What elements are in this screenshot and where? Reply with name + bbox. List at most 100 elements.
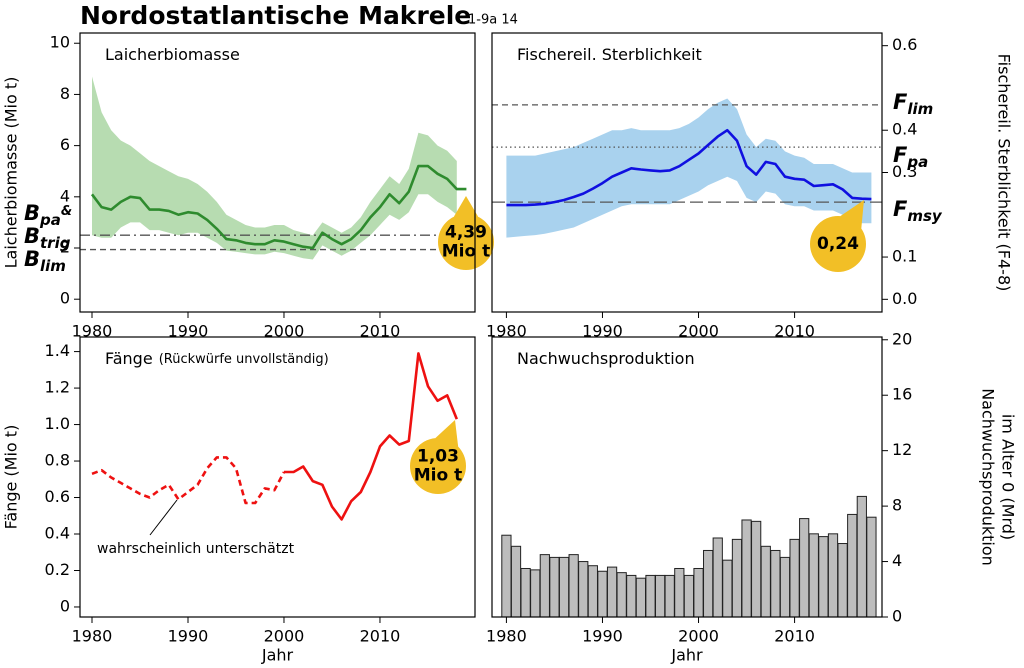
bar: [741, 519, 752, 618]
bar: [501, 534, 512, 618]
bar: [789, 538, 800, 618]
y-tick-label: 1.0: [45, 414, 70, 433]
y-tick-label: 6: [60, 135, 70, 154]
bar: [578, 561, 589, 618]
x-tick-label: 2000: [678, 322, 719, 341]
reference-label: Bpa&: [24, 201, 72, 229]
x-axis-label: Jahr: [261, 646, 294, 665]
line-dashed: [91, 456, 286, 505]
panel-title-text: Fänge: [105, 349, 153, 368]
y-axis-label: im Alter 0 (Mrd): [999, 414, 1018, 540]
bar: [664, 574, 675, 618]
y-axis-label: Nachwuchsproduktion: [979, 388, 998, 566]
bar: [520, 567, 531, 618]
panel-title: Nachwuchsproduktion: [517, 349, 695, 368]
x-tick-label: 1990: [582, 627, 623, 646]
confidence-band: [506, 98, 872, 238]
bar: [837, 543, 848, 618]
bar: [808, 533, 819, 618]
callout-text: Mio t: [414, 466, 462, 486]
bar: [827, 533, 839, 618]
y-tick-label: 0.3: [892, 162, 917, 181]
y-tick-label: 4: [892, 551, 902, 570]
panel-title-text: Fischereil. Sterblichkeit: [517, 45, 702, 64]
bar: [856, 495, 867, 618]
reference-label: Blim: [24, 247, 66, 275]
y-tick-label: 0: [60, 289, 70, 308]
y-tick-label: 0.4: [45, 524, 70, 543]
bar: [587, 565, 598, 618]
panel-frame: [79, 32, 476, 313]
bar: [703, 549, 714, 618]
panel-title-text: Nachwuchsproduktion: [517, 349, 695, 368]
y-tick-label: 1.4: [45, 341, 70, 360]
bar: [530, 569, 541, 618]
x-tick-label: 1990: [168, 322, 209, 341]
bar: [770, 549, 781, 618]
reference-label-sub: msy: [907, 207, 943, 225]
line: [284, 352, 459, 521]
bar: [731, 538, 743, 618]
panel-title: Fischereil. Sterblichkeit: [517, 45, 702, 64]
x-tick-label: 2010: [774, 627, 815, 646]
y-axis-label: Fänge (Mio t): [2, 425, 21, 530]
callout-text: 0,24: [817, 234, 859, 254]
panel-title-note: (Rückwürfe unvollständig): [159, 352, 329, 367]
x-tick-label: 2010: [360, 322, 401, 341]
x-tick-label: 2000: [678, 627, 719, 646]
bar: [674, 567, 685, 618]
y-tick-label: 20: [892, 329, 912, 348]
bar: [751, 520, 762, 618]
callout-text: 1,03: [417, 447, 459, 467]
x-tick-label: 2000: [264, 322, 305, 341]
line: [90, 164, 467, 250]
y-tick-label: 2: [60, 238, 70, 257]
bar: [799, 518, 810, 618]
reference-label-sub: pa: [906, 153, 928, 171]
bar: [616, 572, 627, 618]
x-tick-label: 1980: [486, 322, 527, 341]
reference-label: Btrig: [24, 224, 71, 252]
annotation: wahrscheinlich unterschätzt: [97, 541, 295, 557]
callout-tail: [840, 200, 864, 229]
bar: [866, 516, 877, 618]
line: [506, 128, 872, 207]
x-tick-label: 1980: [486, 627, 527, 646]
figure-subtitle: 1-9a 14: [468, 13, 518, 28]
y-tick-label: 0.6: [892, 35, 917, 54]
reference-label-suffix: &: [61, 204, 72, 219]
y-axis-label: Laicherbiomasse (Mio t): [2, 77, 21, 269]
bar: [818, 536, 829, 618]
x-tick-label: 1990: [582, 322, 623, 341]
reference-label-sub: lim: [907, 100, 933, 118]
bar: [847, 513, 858, 618]
reference-label-main: F: [893, 143, 908, 167]
reference-label-sub: pa: [39, 211, 61, 229]
bar: [654, 574, 666, 618]
reference-label-main: B: [24, 201, 40, 225]
x-axis-label: Jahr: [670, 646, 703, 665]
y-tick-label: 0.1: [892, 247, 917, 266]
bar: [549, 556, 560, 618]
panel-title: Fänge (Rückwürfe unvollständig): [105, 349, 329, 368]
y-tick-label: 10: [50, 33, 70, 52]
y-tick-label: 0.0: [892, 289, 917, 308]
panel-title: Laicherbiomasse: [105, 45, 240, 64]
x-tick-label: 2000: [264, 627, 305, 646]
y-tick-label: 0: [892, 607, 902, 626]
reference-label: Flim: [893, 90, 933, 118]
x-tick-label: 1980: [72, 627, 113, 646]
y-tick-label: 4: [60, 186, 70, 205]
bar: [760, 545, 771, 618]
y-tick-label: 1.2: [45, 378, 70, 397]
panel-frame: [491, 336, 883, 618]
callout-text: 4,39: [445, 223, 487, 243]
x-tick-label: 1980: [72, 322, 113, 341]
bar: [693, 567, 704, 618]
y-axis-label: Fischereil. Sterblichkeit (F4-8): [995, 54, 1014, 292]
callout-bubble: [410, 438, 466, 494]
bar: [722, 559, 733, 618]
bar: [635, 577, 647, 618]
bar: [606, 566, 618, 618]
